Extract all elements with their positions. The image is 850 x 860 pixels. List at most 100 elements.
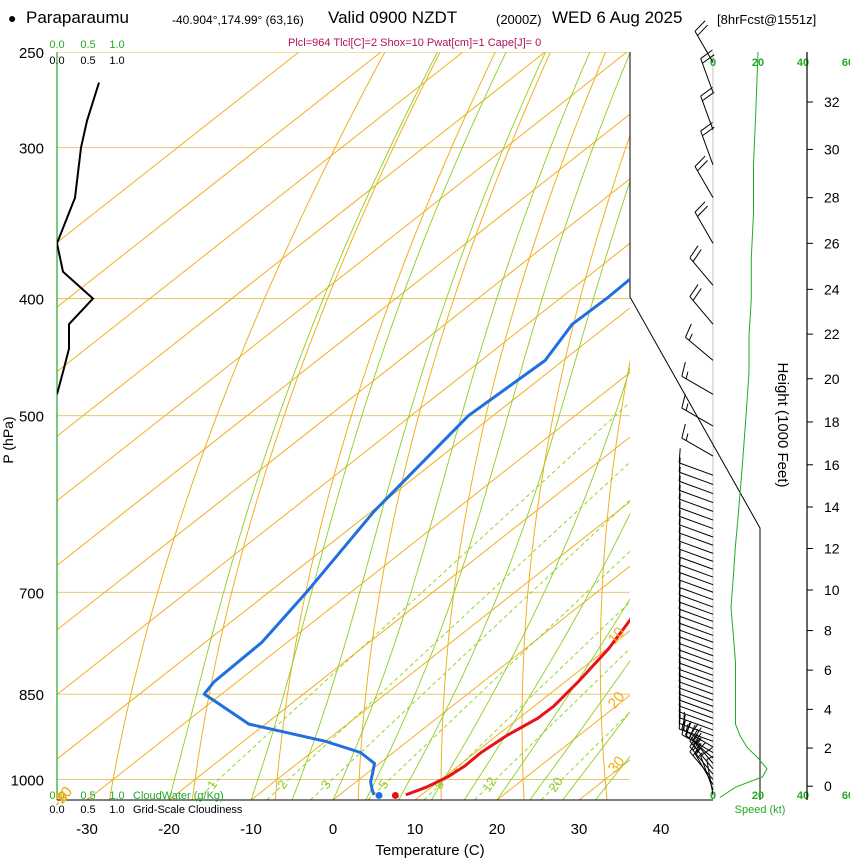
wind-barb-flag [692, 249, 702, 262]
cloudiness-profile [57, 82, 100, 395]
wind-barb [678, 534, 714, 562]
speed-tick-bottom: 40 [797, 790, 809, 802]
wind-barb-shaft [681, 734, 714, 753]
speed-tick-bottom: 0 [710, 790, 716, 802]
wind-barb-flag [678, 466, 681, 482]
moist-adiabat [365, 52, 630, 800]
height-tick-label: 20 [824, 371, 840, 387]
wind-barb-shaft [700, 130, 714, 166]
pressure-tick-label: 250 [19, 45, 44, 62]
height-tick-label: 32 [824, 94, 840, 110]
wind-barb-shaft [679, 515, 714, 530]
wind-barb-shaft [679, 622, 714, 636]
wind-barb [681, 720, 714, 753]
wind-barb-shaft [679, 548, 714, 562]
cloudwater-tick-bottom: 0.5 [80, 790, 95, 802]
wind-barb-flag [678, 501, 681, 517]
wind-barb-shaft [679, 656, 714, 670]
wind-barb-shaft [679, 540, 714, 554]
wind-barb-flag [681, 393, 686, 409]
wind-barb-flag [702, 54, 715, 64]
cloudwater-tick-bottom: 0.0 [49, 790, 64, 802]
cloudwater-tick-top: 0.5 [80, 39, 95, 51]
isotherm-line [250, 500, 630, 800]
moist-adiabat [431, 366, 630, 800]
isotherm-line [332, 565, 630, 800]
wind-barb-shaft [679, 489, 714, 504]
moist-adiabat [595, 755, 630, 800]
moist-adiabat [463, 512, 630, 800]
wind-barb-shaft [679, 608, 714, 622]
wind-barb-flag [678, 526, 681, 542]
wind-barb-shaft [679, 711, 714, 725]
temperature-tick-label: 10 [407, 821, 424, 838]
wind-barb-shaft [679, 699, 714, 713]
wind-barb-shaft [679, 601, 714, 615]
temperature-tick-label: 0 [329, 821, 337, 838]
mixing-ratio-label: 20 [545, 774, 566, 794]
cloudwater-tick-top: 0.0 [49, 39, 64, 51]
wind-barb-shaft [679, 649, 714, 663]
height-tick-label: 28 [824, 190, 840, 206]
wind-barb [678, 501, 714, 530]
wind-barb-flag [692, 727, 702, 740]
title-bar: ● Paraparaumu -40.904°,174.99° (63,16) V… [0, 8, 850, 38]
wind-barb [678, 542, 714, 570]
wind-barb-half-flag [685, 371, 689, 379]
forecast-info: [8hrFcst@1551z] [717, 12, 817, 27]
isotherm-line [57, 52, 300, 244]
isotherm-line [414, 630, 630, 800]
height-tick-label: 0 [824, 778, 832, 794]
wind-barb-shaft [700, 58, 714, 93]
wind-barb-half-flag [685, 724, 689, 732]
y-axis-title: P (hPa) [0, 416, 16, 463]
cloudiness-tick-top: 0.0 [49, 55, 64, 67]
speed-tick-top: 0 [710, 57, 716, 69]
wind-barb-shaft [706, 759, 714, 796]
wind-barb-flag [702, 91, 715, 102]
wind-barb-shaft [694, 30, 714, 63]
wind-barb-shaft [679, 722, 714, 737]
wind-barb-flag [681, 714, 686, 730]
mixing-ratio-line [367, 550, 630, 800]
mixing-ratio-label: 12 [479, 774, 500, 794]
wind-barb [684, 323, 714, 361]
wind-barb-flag [700, 87, 713, 97]
wind-barb [689, 284, 714, 325]
dry-adiabat [440, 52, 607, 800]
wind-barb [678, 457, 714, 485]
x-axis-title: Temperature (C) [375, 842, 484, 859]
wind-barb-shaft [679, 586, 714, 601]
wind-barb-flag [678, 493, 681, 508]
wind-barb-flag [681, 423, 686, 439]
moist-adiabat [529, 660, 630, 800]
height-tick-label: 14 [824, 499, 840, 515]
dewpoint-surface-marker [375, 791, 383, 799]
wind-barb-shaft [679, 705, 714, 719]
wind-barb-shaft [679, 532, 714, 546]
wind-barb-shaft [679, 524, 714, 538]
cloudiness-tick-top: 0.5 [80, 55, 95, 67]
dry-adiabat [109, 52, 386, 800]
height-tick-label: 4 [824, 701, 832, 717]
height-tick-label: 6 [824, 662, 832, 678]
height-tick-label: 18 [824, 414, 840, 430]
wind-barb-flag [678, 475, 681, 491]
height-tick-label: 10 [824, 582, 840, 598]
pressure-tick-label: 500 [19, 409, 44, 426]
wind-barb-half-flag [685, 433, 689, 441]
cloudiness-legend: Grid-Scale Cloudiness [133, 804, 243, 816]
wind-barb [700, 87, 715, 131]
isotherm-line [57, 113, 630, 566]
wind-barb-half-flag [685, 403, 689, 411]
wind-barb-shaft [679, 629, 714, 643]
pressure-tick-label: 400 [19, 292, 44, 309]
wind-barb-shaft [679, 717, 714, 731]
height-tick-label: 24 [824, 281, 840, 297]
wind-barb-flag [697, 160, 708, 172]
wind-barb-flag [689, 245, 699, 259]
wind-barb [681, 423, 714, 457]
pressure-tick-label: 1000 [11, 772, 44, 789]
axes: 250 300 400 500 700 850 1000 -30 -20 -10 0 10 20 30 40… [0, 39, 669, 859]
isotherm-line [168, 436, 630, 800]
